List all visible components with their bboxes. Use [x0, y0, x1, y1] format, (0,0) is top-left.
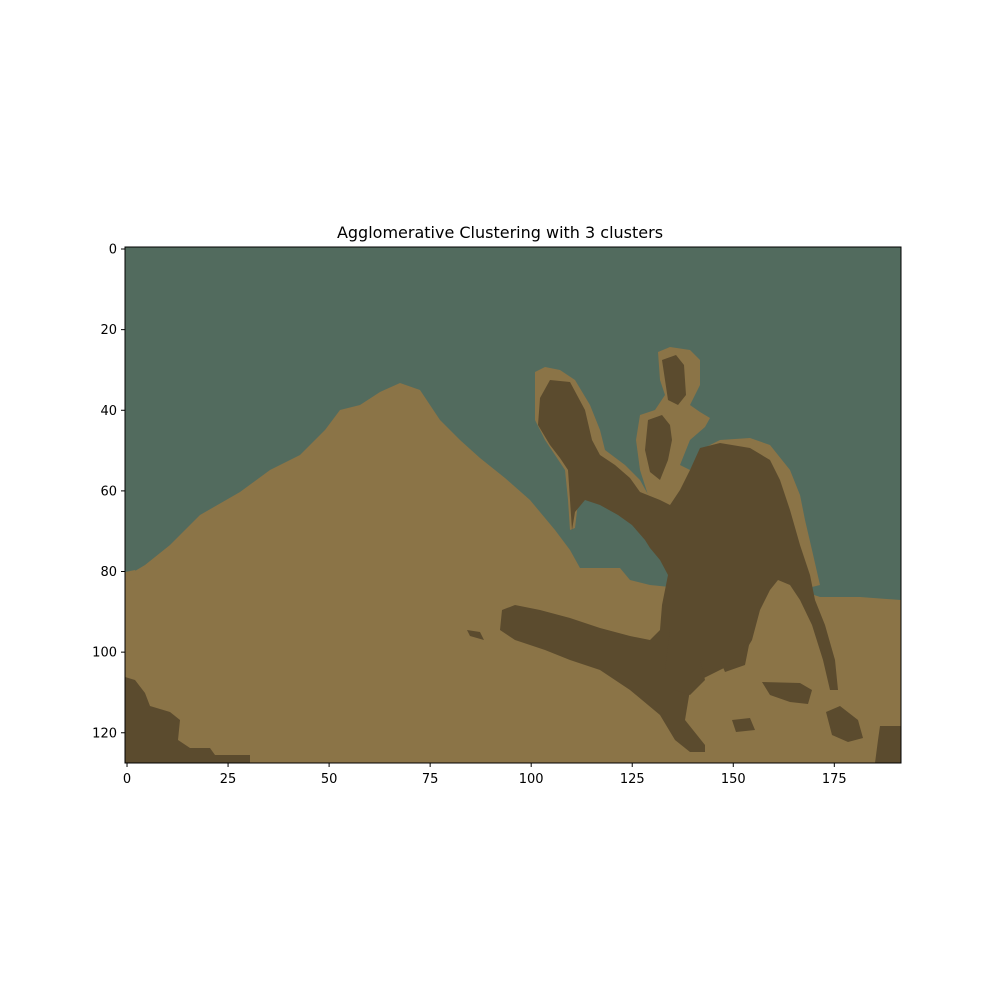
x-tick-label: 175: [822, 772, 847, 787]
y-tick-label: 100: [92, 646, 117, 661]
y-tick-label: 120: [92, 726, 117, 741]
x-axis: 0 25 50 75 100 125 150 175: [123, 763, 847, 787]
leg-shadow-region: [665, 630, 750, 695]
y-tick-label: 80: [100, 565, 117, 580]
segmented-image: [125, 247, 901, 763]
ground-shadow-corner: [125, 677, 250, 763]
x-tick-label: 75: [422, 772, 439, 787]
camel-shadow-region: [500, 380, 838, 752]
x-tick-label: 50: [321, 772, 338, 787]
y-axis: 0 20 40 60 80 100 120: [92, 243, 125, 741]
x-tick-label: 0: [123, 772, 131, 787]
y-tick-label: 40: [100, 404, 117, 419]
y-tick-label: 20: [100, 323, 117, 338]
axes-frame: [124, 246, 902, 764]
plot-title: Agglomerative Clustering with 3 clusters: [336, 223, 664, 242]
x-tick-label: 125: [620, 772, 645, 787]
x-tick-label: 25: [220, 772, 237, 787]
x-tick-label: 100: [519, 772, 544, 787]
rider-shadow-region: [645, 355, 686, 480]
y-tick-label: 60: [100, 484, 117, 499]
x-tick-label: 150: [721, 772, 746, 787]
pyramid-left-edge: [125, 570, 140, 582]
y-tick-label: 0: [109, 243, 117, 258]
